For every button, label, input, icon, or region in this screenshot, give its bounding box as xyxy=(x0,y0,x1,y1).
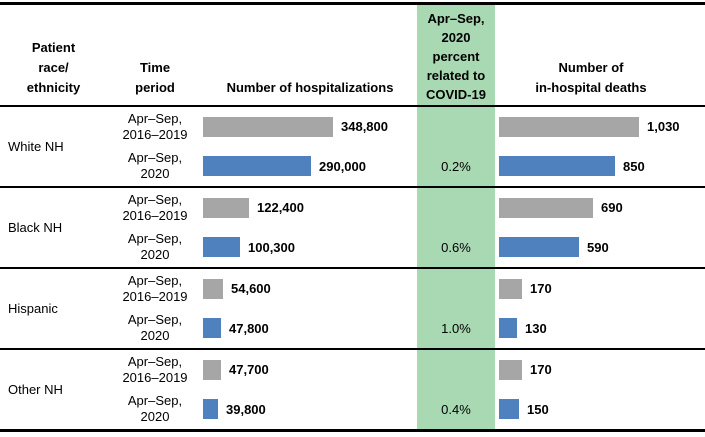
deaths-cell: 690 xyxy=(495,197,705,218)
period-row: Apr–Sep, 2016–2019 54,600 170 xyxy=(107,269,705,309)
race-group: White NH Apr–Sep, 2016–2019 348,800 1,030 Ap… xyxy=(0,105,705,186)
hospitalizations-value: 100,300 xyxy=(248,239,295,255)
bottom-rule xyxy=(0,429,705,432)
hospitalizations-bar-2020 xyxy=(203,156,311,177)
hospitalizations-value: 290,000 xyxy=(319,158,366,174)
deaths-bar-baseline xyxy=(499,116,639,137)
time-period-label: Apr–Sep, 2016–2019 xyxy=(122,353,188,385)
race-label: White NH xyxy=(8,139,64,154)
hospitalizations-cell: 122,400 xyxy=(203,197,417,218)
time-period-label: Apr–Sep, 2020 xyxy=(127,150,183,182)
deaths-cell: 590 xyxy=(495,237,705,258)
deaths-cell: 130 xyxy=(495,318,705,339)
hospitalizations-bar-2020 xyxy=(203,237,240,258)
time-period-label: Apr–Sep, 2020 xyxy=(127,231,183,263)
hospitalizations-value: 122,400 xyxy=(257,200,304,216)
period-row: Apr–Sep, 2016–2019 47,700 170 xyxy=(107,350,705,390)
group-rows: Apr–Sep, 2016–2019 122,400 690 Apr–Sep, 202… xyxy=(107,188,705,267)
deaths-value: 130 xyxy=(525,320,547,336)
covid-percent-value: 0.6% xyxy=(441,239,471,255)
group-rows: Apr–Sep, 2016–2019 348,800 1,030 Apr–Sep, 2… xyxy=(107,107,705,186)
period-row: Apr–Sep, 2020 290,000 0.2% 850 xyxy=(107,147,705,187)
race-label: Other NH xyxy=(8,382,63,397)
deaths-value: 850 xyxy=(623,158,645,174)
period-row: Apr–Sep, 2016–2019 122,400 690 xyxy=(107,188,705,228)
hospitalizations-bar-baseline xyxy=(203,359,221,380)
hospitalizations-bar-baseline xyxy=(203,197,249,218)
deaths-value: 690 xyxy=(601,200,623,216)
deaths-cell: 170 xyxy=(495,359,705,380)
deaths-value: 590 xyxy=(587,239,609,255)
header-hospitalizations: Number of hospitalizations xyxy=(226,80,394,95)
period-row: Apr–Sep, 2020 100,300 0.6% 590 xyxy=(107,228,705,268)
hospitalizations-cell: 47,700 xyxy=(203,359,417,380)
header-deaths: Number of in-hospital deaths xyxy=(535,60,647,95)
hospitalizations-value: 348,800 xyxy=(341,119,388,135)
race-group: Black NH Apr–Sep, 2016–2019 122,400 690 Apr–… xyxy=(0,186,705,267)
deaths-bar-baseline xyxy=(499,197,593,218)
hospitalizations-value: 39,800 xyxy=(226,401,266,417)
deaths-bar-2020 xyxy=(499,318,517,339)
period-row: Apr–Sep, 2016–2019 348,800 1,030 xyxy=(107,107,705,147)
time-period-label: Apr–Sep, 2016–2019 xyxy=(122,110,188,142)
race-label: Hispanic xyxy=(8,301,58,316)
deaths-bar-baseline xyxy=(499,278,522,299)
hospitalizations-value: 47,800 xyxy=(229,320,269,336)
deaths-cell: 1,030 xyxy=(495,116,705,137)
header-row: Patient race/ ethnicity Time period Numb… xyxy=(0,5,705,105)
header-race: Patient race/ ethnicity xyxy=(26,40,81,95)
hospitalizations-bar-baseline xyxy=(203,278,223,299)
hospitalizations-cell: 290,000 xyxy=(203,156,417,177)
header-covid-percent: Apr–Sep, 2020 percent related to COVID-1… xyxy=(426,11,486,102)
deaths-bar-2020 xyxy=(499,156,615,177)
hospitalizations-bar-2020 xyxy=(203,318,221,339)
time-period-label: Apr–Sep, 2016–2019 xyxy=(122,272,188,304)
race-group: Hispanic Apr–Sep, 2016–2019 54,600 170 Apr–S… xyxy=(0,267,705,348)
deaths-value: 170 xyxy=(530,362,552,378)
covid-percent-value: 0.4% xyxy=(441,401,471,417)
covid-percent-value: 0.2% xyxy=(441,158,471,174)
hospitalizations-bar-baseline xyxy=(203,116,333,137)
hospitalizations-value: 54,600 xyxy=(231,281,271,297)
race-group: Other NH Apr–Sep, 2016–2019 47,700 170 Apr–S… xyxy=(0,348,705,429)
group-rows: Apr–Sep, 2016–2019 47,700 170 Apr–Sep, 2020… xyxy=(107,350,705,429)
hospitalizations-cell: 54,600 xyxy=(203,278,417,299)
hospitalizations-cell: 348,800 xyxy=(203,116,417,137)
deaths-bar-2020 xyxy=(499,399,519,420)
time-period-label: Apr–Sep, 2020 xyxy=(127,312,183,344)
hospitalizations-value: 47,700 xyxy=(229,362,269,378)
hospitalizations-cell: 100,300 xyxy=(203,237,417,258)
hospitalizations-cell: 39,800 xyxy=(203,399,417,420)
covid-band xyxy=(417,2,495,432)
deaths-cell: 850 xyxy=(495,156,705,177)
covid-percent-value: 1.0% xyxy=(441,320,471,336)
groups: White NH Apr–Sep, 2016–2019 348,800 1,030 Ap… xyxy=(0,105,705,429)
period-row: Apr–Sep, 2020 47,800 1.0% 130 xyxy=(107,309,705,349)
time-period-label: Apr–Sep, 2016–2019 xyxy=(122,191,188,223)
group-rows: Apr–Sep, 2016–2019 54,600 170 Apr–Sep, 2020… xyxy=(107,269,705,348)
header-time-period: Time period xyxy=(135,60,175,95)
time-period-label: Apr–Sep, 2020 xyxy=(127,393,183,425)
deaths-cell: 170 xyxy=(495,278,705,299)
deaths-bar-baseline xyxy=(499,359,522,380)
deaths-value: 150 xyxy=(527,401,549,417)
hospitalizations-bar-2020 xyxy=(203,399,218,420)
top-rule xyxy=(0,2,705,5)
period-row: Apr–Sep, 2020 39,800 0.4% 150 xyxy=(107,390,705,430)
race-label: Black NH xyxy=(8,220,63,235)
deaths-value: 170 xyxy=(530,281,552,297)
deaths-bar-2020 xyxy=(499,237,579,258)
deaths-cell: 150 xyxy=(495,399,705,420)
hospitalizations-cell: 47,800 xyxy=(203,318,417,339)
deaths-value: 1,030 xyxy=(647,119,680,135)
